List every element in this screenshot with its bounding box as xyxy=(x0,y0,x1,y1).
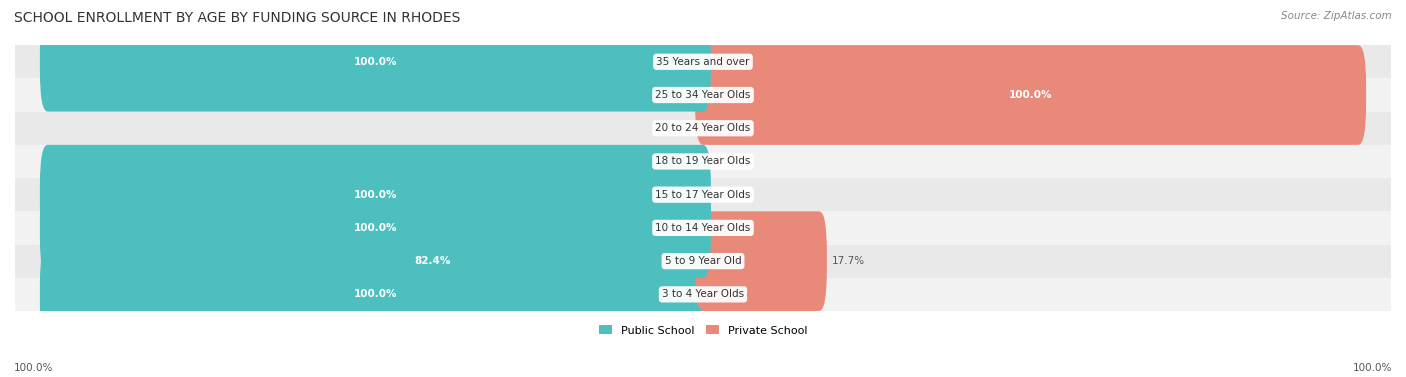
Text: 18 to 19 Year Olds: 18 to 19 Year Olds xyxy=(655,156,751,167)
Text: 15 to 17 Year Olds: 15 to 17 Year Olds xyxy=(655,190,751,200)
FancyBboxPatch shape xyxy=(39,145,711,245)
Text: 82.4%: 82.4% xyxy=(415,256,451,266)
Text: 100.0%: 100.0% xyxy=(354,290,396,299)
Text: 0.0%: 0.0% xyxy=(723,123,749,133)
Text: 5 to 9 Year Old: 5 to 9 Year Old xyxy=(665,256,741,266)
Bar xyxy=(15,211,1391,245)
Bar xyxy=(15,112,1391,145)
Text: 0.0%: 0.0% xyxy=(657,156,683,167)
FancyBboxPatch shape xyxy=(39,245,711,344)
Text: 3 to 4 Year Olds: 3 to 4 Year Olds xyxy=(662,290,744,299)
Text: 0.0%: 0.0% xyxy=(723,190,749,200)
Text: SCHOOL ENROLLMENT BY AGE BY FUNDING SOURCE IN RHODES: SCHOOL ENROLLMENT BY AGE BY FUNDING SOUR… xyxy=(14,11,460,25)
FancyBboxPatch shape xyxy=(695,45,1367,145)
FancyBboxPatch shape xyxy=(695,211,827,311)
Text: 0.0%: 0.0% xyxy=(657,90,683,100)
Text: 0.0%: 0.0% xyxy=(723,290,749,299)
Bar xyxy=(15,178,1391,211)
Text: 0.0%: 0.0% xyxy=(723,156,749,167)
Text: 100.0%: 100.0% xyxy=(14,363,53,373)
Text: 20 to 24 Year Olds: 20 to 24 Year Olds xyxy=(655,123,751,133)
FancyBboxPatch shape xyxy=(39,178,711,278)
Bar xyxy=(15,278,1391,311)
Text: 100.0%: 100.0% xyxy=(1010,90,1052,100)
Text: 100.0%: 100.0% xyxy=(1353,363,1392,373)
Text: 0.0%: 0.0% xyxy=(723,57,749,67)
Bar xyxy=(15,78,1391,112)
Text: 0.0%: 0.0% xyxy=(657,123,683,133)
Text: 10 to 14 Year Olds: 10 to 14 Year Olds xyxy=(655,223,751,233)
Text: 17.7%: 17.7% xyxy=(832,256,865,266)
Text: Source: ZipAtlas.com: Source: ZipAtlas.com xyxy=(1281,11,1392,21)
Text: 100.0%: 100.0% xyxy=(354,223,396,233)
FancyBboxPatch shape xyxy=(155,211,711,311)
Text: 100.0%: 100.0% xyxy=(354,57,396,67)
Text: 35 Years and over: 35 Years and over xyxy=(657,57,749,67)
Bar xyxy=(15,245,1391,278)
Text: 25 to 34 Year Olds: 25 to 34 Year Olds xyxy=(655,90,751,100)
Text: 0.0%: 0.0% xyxy=(723,223,749,233)
Text: 100.0%: 100.0% xyxy=(354,190,396,200)
FancyBboxPatch shape xyxy=(39,12,711,112)
Bar xyxy=(15,145,1391,178)
Legend: Public School, Private School: Public School, Private School xyxy=(595,320,811,340)
Bar xyxy=(15,45,1391,78)
